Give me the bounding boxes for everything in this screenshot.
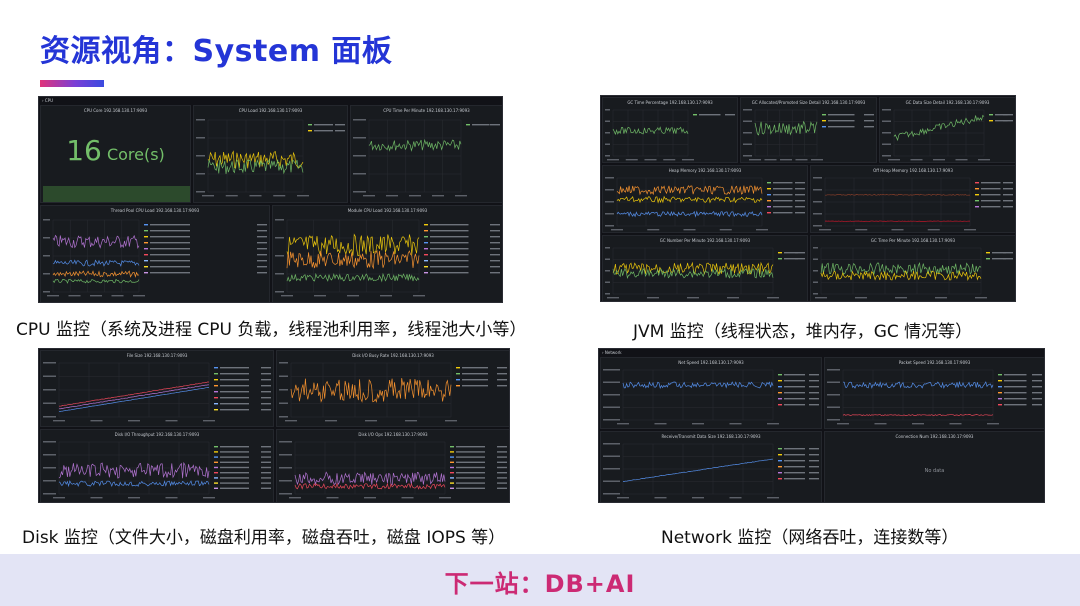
offheap-memory-panel[interactable]: Off Heap Memory 192.168.130.17:9093 bbox=[810, 165, 1015, 233]
gc-data-title: GC Data Size Detail 192.168.130.17:9093 bbox=[905, 100, 990, 105]
gc-alloc-panel[interactable]: GC Allocated/Promoted Size Detail 192.16… bbox=[740, 97, 877, 163]
disk-dashboard: File Size 192.168.130.17:9093 Disk I/O B… bbox=[38, 348, 510, 503]
disk-busy-rate-chart bbox=[279, 362, 507, 422]
cpu-load-chart bbox=[196, 119, 345, 197]
file-size-chart bbox=[43, 362, 271, 422]
heap-memory-chart bbox=[605, 177, 805, 231]
network-caption: Network 监控（网络吞吐，连接数等） bbox=[661, 528, 959, 548]
cpu-core-number: 16 bbox=[66, 134, 102, 167]
gc-number-panel[interactable]: GC Number Per Minute 192.168.130.17:9093 bbox=[602, 235, 808, 301]
gc-time-chart bbox=[605, 109, 735, 161]
module-cpu-title: Module CPU Load 192.168.130.17:9093 bbox=[347, 208, 428, 213]
cpu-caption: CPU 监控（系统及进程 CPU 负载，线程池利用率，线程池大小等） bbox=[16, 320, 527, 340]
network-dashboard: › Network Net Speed 192.168.130.17:9093 … bbox=[598, 348, 1045, 503]
heap-memory-panel[interactable]: Heap Memory 192.168.130.17:9093 bbox=[602, 165, 808, 233]
disk-busy-rate-title: Disk I/O Busy Rate 192.168.130.17:9093 bbox=[352, 353, 434, 358]
transmit-data-title: Receive/Transmit Data Size 192.168.130.1… bbox=[661, 434, 761, 439]
gc-alloc-chart bbox=[743, 109, 874, 161]
gc-number-chart bbox=[605, 247, 805, 299]
cpu-load-title: CPU Load 192.168.130.17:9093 bbox=[238, 108, 303, 113]
net-speed-panel[interactable]: Net Speed 192.168.130.17:9093 bbox=[600, 357, 822, 429]
packet-speed-panel[interactable]: Packet Speed 192.168.130.17:9093 bbox=[824, 357, 1044, 429]
transmit-data-panel[interactable]: Receive/Transmit Data Size 192.168.130.1… bbox=[600, 431, 822, 502]
disk-caption: Disk 监控（文件大小，磁盘利用率，磁盘吞吐，磁盘 IOPS 等） bbox=[22, 528, 506, 548]
file-size-panel[interactable]: File Size 192.168.130.17:9093 bbox=[40, 350, 274, 427]
file-size-title: File Size 192.168.130.17:9093 bbox=[126, 353, 188, 358]
disk-throughput-panel[interactable]: Disk I/O Throughput 192.168.130.17:9093 bbox=[40, 429, 274, 502]
cpu-core-value: 16 Core(s) bbox=[41, 134, 190, 167]
footer-next-stop: 下一站：DB+AI bbox=[444, 570, 636, 598]
cpu-time-chart bbox=[353, 119, 500, 197]
disk-ops-title: Disk I/O Ops 192.168.130.17:9093 bbox=[358, 432, 428, 437]
gc-data-chart bbox=[882, 109, 1013, 161]
disk-ops-panel[interactable]: Disk I/O Ops 192.168.130.17:9093 bbox=[276, 429, 509, 502]
module-cpu-chart bbox=[275, 219, 500, 297]
transmit-data-chart bbox=[603, 443, 819, 499]
disk-busy-rate-panel[interactable]: Disk I/O Busy Rate 192.168.130.17:9093 bbox=[276, 350, 509, 427]
gc-number-title: GC Number Per Minute 192.168.130.17:9093 bbox=[659, 238, 751, 243]
disk-ops-chart bbox=[279, 441, 507, 499]
cpu-time-panel[interactable]: CPU Time Per Minute 192.168.130.17:9093 bbox=[350, 105, 502, 203]
packet-speed-title: Packet Speed 192.168.130.17:9093 bbox=[898, 360, 971, 365]
module-cpu-panel[interactable]: Module CPU Load 192.168.130.17:9093 bbox=[272, 205, 502, 302]
thread-pool-title: Thread Pool CPU Load 192.168.130.17:9093 bbox=[110, 208, 200, 213]
disk-throughput-title: Disk I/O Throughput 192.168.130.17:9093 bbox=[114, 432, 200, 437]
net-speed-chart bbox=[603, 369, 819, 425]
gc-alloc-title: GC Allocated/Promoted Size Detail 192.16… bbox=[751, 100, 866, 105]
gc-time-minute-chart bbox=[813, 247, 1013, 299]
thread-pool-panel[interactable]: Thread Pool CPU Load 192.168.130.17:9093 bbox=[40, 205, 270, 302]
connection-no-data: No data bbox=[924, 468, 945, 474]
gc-time-title: GC Time Percentage 192.168.130.17:9093 bbox=[627, 100, 713, 105]
jvm-caption: JVM 监控（线程状态，堆内存，GC 情况等） bbox=[633, 322, 973, 342]
cpu-load-panel[interactable]: CPU Load 192.168.130.17:9093 bbox=[193, 105, 348, 203]
cpu-row-label[interactable]: › CPU bbox=[42, 98, 54, 103]
cpu-time-title: CPU Time Per Minute 192.168.130.17:9093 bbox=[383, 108, 470, 113]
gc-time-minute-panel[interactable]: GC Time Per Minute 192.168.130.17:9093 bbox=[810, 235, 1015, 301]
net-speed-title: Net Speed 192.168.130.17:9093 bbox=[678, 360, 744, 365]
offheap-memory-title: Off Heap Memory 192.168.130.17:9093 bbox=[873, 168, 953, 173]
heap-memory-title: Heap Memory 192.168.130.17:9093 bbox=[668, 168, 742, 173]
thread-pool-chart bbox=[43, 219, 267, 297]
jvm-dashboard: GC Time Percentage 192.168.130.17:9093 G… bbox=[600, 95, 1016, 302]
connection-num-title: Connection Num 192.168.130.17:9093 bbox=[895, 434, 974, 439]
page-title: 资源视角：System 面板 bbox=[40, 34, 393, 69]
cpu-dashboard: › CPU CPU Core 192.168.130.17:9093 16 Co… bbox=[38, 96, 503, 303]
footer-banner: 下一站：DB+AI bbox=[0, 554, 1080, 606]
gc-time-panel[interactable]: GC Time Percentage 192.168.130.17:9093 bbox=[602, 97, 738, 163]
cpu-core-title: CPU Core 192.168.130.17:9093 bbox=[83, 108, 148, 113]
offheap-memory-chart bbox=[813, 177, 1013, 231]
cpu-core-panel[interactable]: CPU Core 192.168.130.17:9093 16 Core(s) bbox=[40, 105, 191, 203]
cpu-core-sparkline bbox=[43, 186, 190, 202]
packet-speed-chart bbox=[827, 369, 1042, 425]
cpu-core-unit: Core(s) bbox=[106, 145, 165, 164]
network-row-label[interactable]: › Network bbox=[602, 350, 622, 355]
title-accent-bar bbox=[40, 80, 104, 87]
gc-data-panel[interactable]: GC Data Size Detail 192.168.130.17:9093 bbox=[879, 97, 1015, 163]
connection-num-panel[interactable]: Connection Num 192.168.130.17:9093 No da… bbox=[824, 431, 1044, 502]
disk-throughput-chart bbox=[43, 441, 271, 499]
gc-time-minute-title: GC Time Per Minute 192.168.130.17:9093 bbox=[870, 238, 956, 243]
